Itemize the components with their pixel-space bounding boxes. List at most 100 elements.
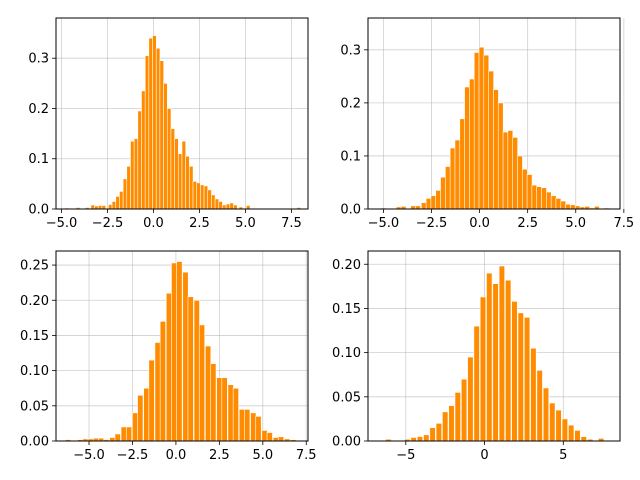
chart2-bar-29 (536, 186, 543, 210)
chart2-ytick-label-1: 0.1 (340, 149, 361, 164)
chart1-bar-9 (115, 196, 120, 210)
chart1-bar-39 (225, 203, 231, 210)
chart2-bar-35 (565, 203, 571, 210)
chart1-ytick-label-2: 0.2 (28, 102, 49, 117)
chart3-bar-31 (244, 409, 251, 442)
chart4-bar-28 (574, 430, 581, 442)
chart3-bar-15 (154, 342, 161, 442)
chart1-xtick-label-2: 0.0 (143, 216, 164, 231)
chart1-bar-36 (214, 198, 220, 210)
chart3-bar-18 (171, 262, 178, 442)
chart2-bar-5 (420, 202, 427, 210)
chart1-xtick-label-3: 2.5 (189, 216, 210, 231)
chart4-axes-frame (367, 250, 621, 442)
chart1-bar-34 (207, 189, 212, 210)
chart2-bar-22 (502, 131, 509, 210)
chart4-bar-22 (536, 370, 543, 442)
chart4-bar-6 (435, 423, 442, 442)
chart4-bar-10 (460, 378, 468, 442)
chart1-xtick-label-4: 5.0 (235, 216, 256, 231)
subplot-bottom-left: −5.0 −2.5 0.0 2.5 5.0 7.5 0.00 0.05 0.10 0.15 0.20… (20, 250, 317, 463)
subplot-top-right: −5.0 −2.5 0.0 2.5 5.0 7.5 0.0 0.1 0.2 0.3 (340, 17, 635, 231)
chart1-xtick-label-0: −5.0 (46, 216, 78, 231)
chart3-bar-9 (120, 426, 127, 442)
chart1-bar-19 (152, 35, 157, 210)
chart4-xtick-label-2: 5 (559, 448, 567, 463)
chart1-bar-3 (90, 204, 95, 210)
chart4-ytick-label-2: 0.10 (332, 346, 361, 361)
chart2-bar-6 (425, 198, 432, 210)
chart3-bar-13 (143, 387, 150, 442)
chart2-xtick-label-4: 5.0 (565, 216, 586, 231)
chart2-bar-23 (507, 130, 514, 210)
chart1-bar-10 (119, 191, 124, 210)
chart4-bar-11 (467, 356, 474, 442)
chart3-ytick-label-2: 0.10 (20, 364, 49, 379)
chart1-bar-27 (181, 140, 187, 210)
chart2-bar-21 (497, 102, 504, 210)
chart3-ytick-label-4: 0.20 (20, 294, 49, 309)
chart1-ytick-label-0: 0.0 (28, 203, 49, 218)
chart2-bar-31 (546, 191, 552, 210)
chart1-bar-37 (218, 201, 223, 210)
chart2-bar-34 (560, 200, 567, 210)
chart1-bar-41 (233, 204, 238, 210)
chart3-bar-11 (132, 412, 139, 442)
chart3-bar-36 (272, 437, 279, 442)
chart3-bar-33 (255, 416, 262, 442)
chart2-bar-19 (488, 70, 494, 210)
chart1-ytick-label-1: 0.1 (28, 152, 49, 167)
chart2-bar-27 (526, 174, 533, 210)
chart4-bar-17 (505, 279, 512, 442)
chart2-axes-frame (367, 17, 621, 210)
chart1-bar-8 (111, 201, 117, 210)
chart2-bar-10 (445, 166, 451, 210)
chart3-bar-37 (278, 436, 285, 442)
chart3-bar-8 (114, 433, 121, 442)
chart3-axes-frame (55, 250, 309, 442)
chart4-xtick-label-1: 0 (480, 448, 488, 463)
chart4-bar-27 (568, 424, 575, 442)
chart2-bar-30 (541, 187, 547, 210)
chart3-xtick-label-1: −2.5 (117, 448, 149, 463)
chart2-bar-17 (478, 46, 485, 210)
chart2-bar-20 (493, 89, 499, 210)
chart3-xtick-label-3: 2.5 (209, 448, 230, 463)
chart1-bar-23 (166, 108, 172, 210)
chart2-xtick-label-3: 2.5 (517, 216, 538, 231)
chart1-bar-25 (174, 138, 179, 210)
chart1-bar-13 (130, 140, 135, 210)
chart1-bar-17 (144, 55, 150, 210)
chart1-bar-38 (222, 204, 227, 210)
chart4-bar-23 (542, 387, 550, 442)
subplot-bottom-right: −5 0 5 0.00 0.05 0.10 0.15 0.20 (332, 250, 621, 463)
chart3-bar-21 (187, 296, 194, 442)
chart2-xtick-label-5: 7.5 (614, 216, 635, 231)
chart1-bar-26 (177, 153, 183, 210)
chart2-bar-11 (449, 147, 456, 210)
chart2-bar-12 (454, 139, 461, 210)
chart1-bar-7 (108, 204, 113, 210)
chart1-axes-frame (55, 17, 309, 210)
chart3-bar-22 (193, 299, 200, 442)
chart3-bar-27 (221, 377, 228, 442)
chart4-bar-21 (530, 347, 537, 442)
chart2-bar-16 (473, 52, 480, 210)
chart1-bar-15 (137, 110, 142, 210)
chart3-xtick-label-0: −5.0 (73, 448, 105, 463)
chart2-ytick-label-2: 0.2 (340, 96, 361, 111)
chart4-bar-15 (492, 283, 499, 442)
chart3-ytick-label-1: 0.05 (20, 399, 49, 414)
chart2-ytick-label-0: 0.0 (340, 203, 361, 218)
chart2-bar-26 (521, 168, 528, 210)
chart4-bar-25 (555, 409, 562, 442)
chart3-xtick-label-2: 0.0 (166, 448, 187, 463)
chart4-bar-4 (423, 434, 430, 442)
chart3-bar-7 (109, 437, 116, 442)
chart4-bar-9 (454, 392, 461, 442)
chart4-xtick-label-0: −5 (396, 448, 415, 463)
chart1-bar-40 (229, 202, 234, 210)
chart3-bar-29 (232, 387, 239, 442)
chart4-bar-8 (448, 405, 455, 442)
